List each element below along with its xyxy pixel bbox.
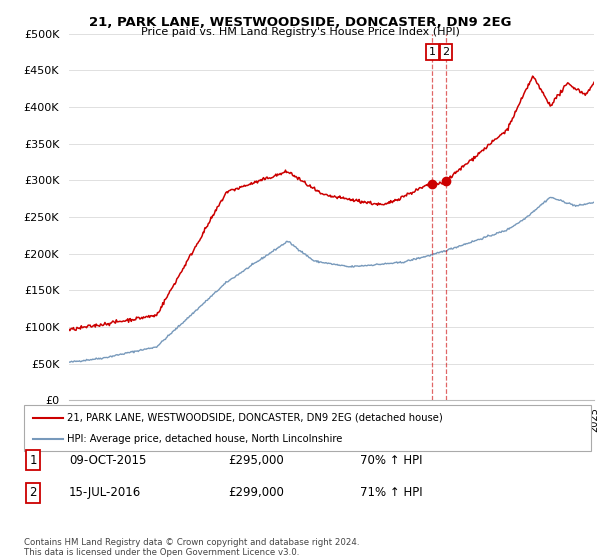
- Text: 2: 2: [442, 47, 449, 57]
- Text: 1: 1: [29, 454, 37, 467]
- Text: 1: 1: [429, 47, 436, 57]
- Text: Contains HM Land Registry data © Crown copyright and database right 2024.
This d: Contains HM Land Registry data © Crown c…: [24, 538, 359, 557]
- Text: Price paid vs. HM Land Registry's House Price Index (HPI): Price paid vs. HM Land Registry's House …: [140, 27, 460, 37]
- Text: £299,000: £299,000: [228, 486, 284, 500]
- Text: 2: 2: [29, 486, 37, 500]
- Text: 15-JUL-2016: 15-JUL-2016: [69, 486, 141, 500]
- Text: 09-OCT-2015: 09-OCT-2015: [69, 454, 146, 467]
- Text: 21, PARK LANE, WESTWOODSIDE, DONCASTER, DN9 2EG: 21, PARK LANE, WESTWOODSIDE, DONCASTER, …: [89, 16, 511, 29]
- Text: 70% ↑ HPI: 70% ↑ HPI: [360, 454, 422, 467]
- Text: 21, PARK LANE, WESTWOODSIDE, DONCASTER, DN9 2EG (detached house): 21, PARK LANE, WESTWOODSIDE, DONCASTER, …: [67, 413, 443, 423]
- Text: £295,000: £295,000: [228, 454, 284, 467]
- Text: HPI: Average price, detached house, North Lincolnshire: HPI: Average price, detached house, Nort…: [67, 435, 343, 444]
- Text: 71% ↑ HPI: 71% ↑ HPI: [360, 486, 422, 500]
